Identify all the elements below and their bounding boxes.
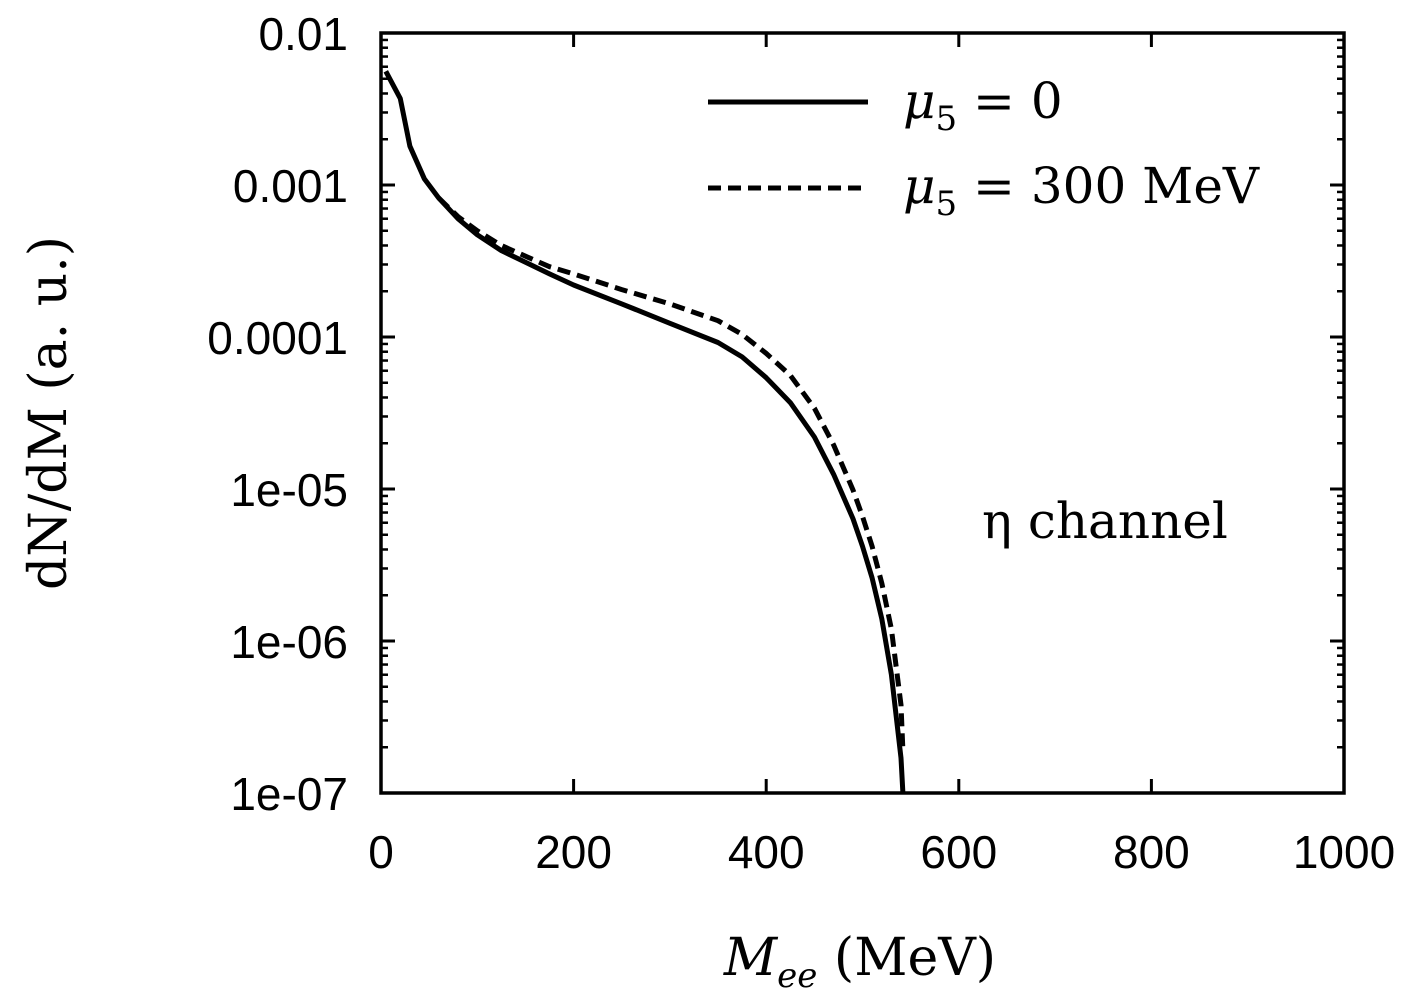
x-tick-label: 400 (728, 826, 805, 878)
x-axis-title: Mee (MeV) (723, 928, 996, 996)
legend: μ5 = 0 μ5 = 300 MeV (708, 72, 1260, 224)
legend-label-0: μ5 = 0 (903, 72, 1063, 139)
x-tick-label: 600 (920, 826, 997, 878)
series-line-1 (437, 196, 906, 751)
channel-annotation: η channel (982, 492, 1228, 550)
axis-ticks (379, 31, 1346, 795)
y-tick-label: 1e-05 (230, 464, 348, 516)
x-tick-label: 200 (535, 826, 612, 878)
y-tick-label: 0.01 (258, 8, 348, 60)
x-tick-label: 800 (1113, 826, 1190, 878)
y-tick-label: 1e-06 (230, 616, 348, 668)
y-axis-title: dN/dM (a. u.) (19, 236, 79, 590)
legend-label-1: μ5 = 300 MeV (903, 157, 1260, 224)
tick-labels: 0 200 400 600 800 1000 0.01 0.001 0.0001 1e-05 1e-… (207, 8, 1395, 878)
x-tick-label: 0 (368, 826, 394, 878)
plot-frame (379, 31, 1346, 795)
x-tick-label: 1000 (1293, 826, 1395, 878)
y-tick-label: 0.0001 (207, 312, 348, 364)
series-group (383, 70, 906, 794)
y-tick-label: 0.001 (233, 160, 348, 212)
y-tick-label: 1e-07 (230, 768, 348, 820)
